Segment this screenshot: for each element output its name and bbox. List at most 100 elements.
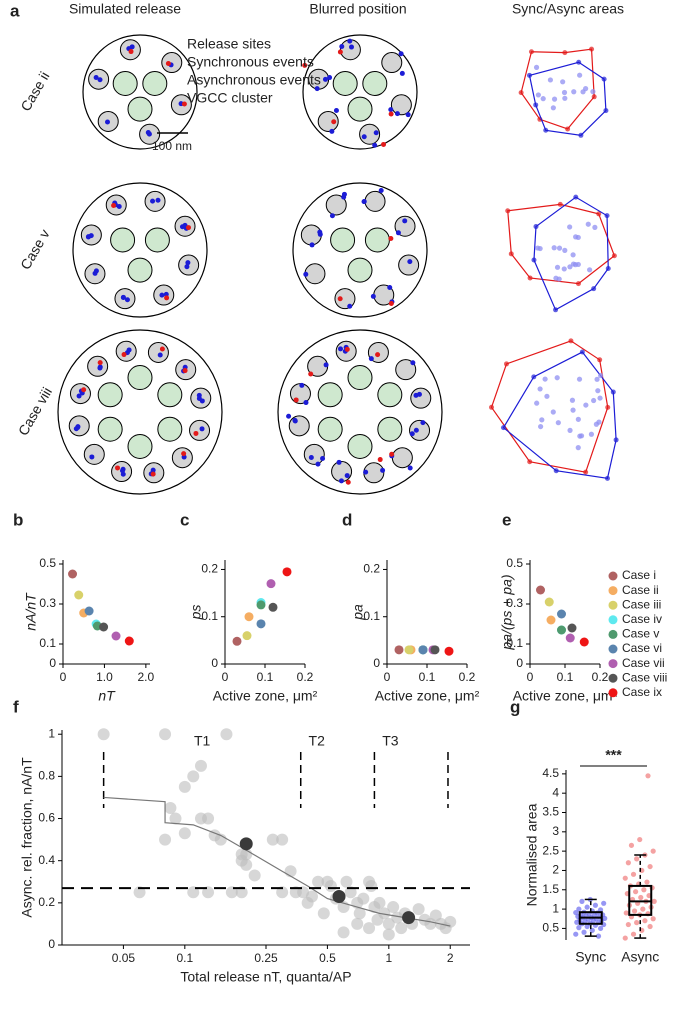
vgcc — [127, 365, 153, 391]
scale-bar-label: 100 nm — [152, 139, 192, 153]
sync-event — [120, 471, 126, 477]
async-event — [121, 352, 127, 358]
event — [555, 420, 561, 426]
legend-label: Case iii — [622, 597, 661, 611]
point — [625, 860, 631, 866]
y-tick-label: 4.5 — [542, 766, 559, 780]
event — [587, 267, 593, 273]
x-tick-label: 0.2 — [297, 670, 314, 684]
x-tick-label: 0.05 — [112, 951, 136, 965]
x-tick-label: 0.5 — [319, 951, 336, 965]
sync-event — [317, 231, 323, 237]
release-site — [288, 415, 310, 437]
y-tick-label: 0.2 — [38, 895, 55, 909]
point — [268, 602, 278, 612]
async-event — [388, 111, 394, 117]
point — [305, 890, 318, 903]
hull-vertex — [596, 211, 602, 217]
point — [581, 929, 587, 935]
async-event — [388, 236, 394, 242]
x-axis-label: Active zone, μm² — [375, 688, 480, 704]
event — [576, 376, 583, 382]
sync-event — [199, 426, 205, 432]
point — [404, 645, 414, 655]
vgcc — [377, 382, 403, 408]
hull-vertex — [604, 213, 610, 219]
x-tick-label: Async — [621, 949, 659, 965]
point — [187, 770, 200, 783]
async-event — [337, 296, 343, 302]
vgcc — [157, 382, 183, 408]
hull-vertex — [518, 90, 524, 96]
point — [645, 773, 651, 779]
sync-event — [341, 191, 347, 197]
point — [353, 907, 366, 920]
row-label: Case viii — [15, 384, 55, 438]
x-tick-label: 0 — [527, 670, 534, 684]
point — [378, 907, 391, 920]
y-axis-label: ps — [188, 605, 204, 621]
point — [282, 567, 292, 577]
sync-event — [97, 364, 103, 370]
point — [124, 636, 134, 646]
async-event — [181, 101, 187, 107]
point — [640, 906, 646, 912]
point — [202, 886, 215, 899]
legend-label: Case v — [622, 627, 659, 641]
hull-vertex — [573, 194, 579, 200]
point — [187, 886, 200, 899]
point — [557, 609, 566, 619]
vgcc — [362, 70, 388, 96]
legend-label: Case iv — [622, 612, 662, 626]
point — [634, 856, 640, 862]
point — [579, 898, 585, 904]
x-axis-label: nT — [98, 688, 116, 704]
sync-event — [322, 76, 328, 82]
point — [266, 579, 276, 589]
async-event — [302, 62, 308, 68]
event — [561, 89, 568, 96]
event — [547, 77, 554, 83]
sync-event — [349, 44, 355, 50]
point — [597, 907, 604, 913]
hull-vertex — [604, 475, 610, 481]
tier-label: T1 — [194, 733, 211, 749]
async-event — [164, 295, 170, 301]
y-tick-label: 2.5 — [542, 843, 559, 857]
point — [597, 925, 604, 932]
legend-label: Case ii — [622, 583, 659, 597]
event — [594, 376, 600, 382]
sync-event — [394, 111, 400, 117]
point — [133, 886, 146, 899]
hull-vertex — [505, 208, 511, 214]
event — [585, 221, 591, 227]
async-event — [128, 49, 134, 55]
release-site — [410, 387, 432, 409]
point — [363, 922, 376, 935]
point — [632, 889, 639, 895]
hull-vertex — [565, 126, 571, 132]
point — [340, 875, 353, 888]
y-tick-label: 1.5 — [542, 882, 559, 896]
point — [557, 625, 566, 635]
event — [597, 395, 603, 401]
async-event — [381, 141, 387, 147]
hull-vertex — [575, 281, 581, 287]
active-zone — [292, 182, 428, 318]
point — [97, 728, 110, 741]
hull-vertex — [562, 50, 568, 56]
release-site — [147, 341, 169, 363]
event — [570, 407, 576, 413]
point — [382, 928, 395, 941]
point — [373, 896, 386, 909]
area-hull — [533, 196, 609, 311]
event — [598, 372, 604, 379]
point — [412, 903, 425, 916]
y-tick-label: 4 — [552, 785, 559, 799]
hull-vertex — [591, 94, 597, 100]
sync-event — [320, 456, 326, 462]
hull-vertex — [527, 275, 533, 281]
y-tick-label: 0.5 — [39, 556, 56, 570]
sync-event — [93, 75, 99, 81]
y-tick-label: 0 — [211, 656, 218, 670]
